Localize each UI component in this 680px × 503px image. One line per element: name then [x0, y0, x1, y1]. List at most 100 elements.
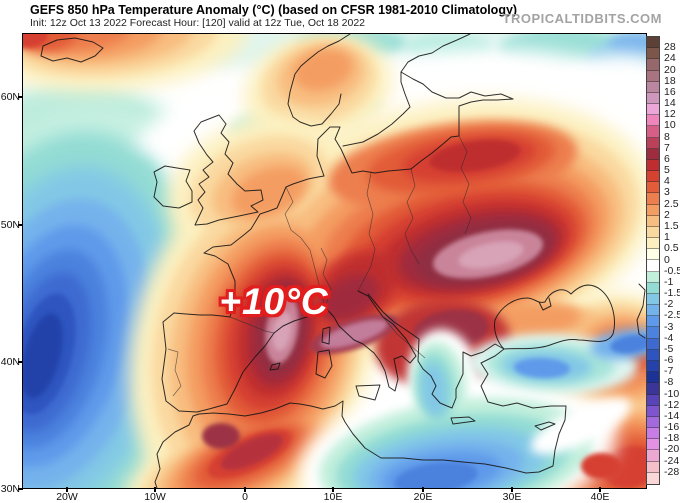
colorbar-label: -7: [664, 365, 674, 378]
colorbar-cell: [647, 428, 659, 440]
lon-tick-label: 20E: [413, 491, 433, 503]
temperature-anomaly-shading: [23, 34, 646, 488]
colorbar-label: -4: [664, 331, 674, 344]
colorbar-label: -5: [664, 342, 674, 355]
map-canvas: [22, 33, 647, 489]
colorbar-label: -0.5: [664, 264, 680, 277]
lon-tick-label: 10E: [323, 491, 343, 503]
colorbar-label: 18: [664, 74, 676, 87]
colorbar-cell: [647, 383, 659, 395]
colorbar-label: -20: [664, 443, 680, 456]
lon-tick: [154, 487, 156, 492]
colorbar-cell: [647, 360, 659, 373]
colorbar-label: 24: [664, 52, 676, 65]
colorbar-label: 20: [664, 63, 676, 76]
lon-tick: [511, 487, 513, 492]
colorbar-label: -8: [664, 376, 674, 389]
colorbar-cell: [647, 327, 659, 339]
colorbar-cell: [647, 171, 659, 183]
colorbar-label: -1.5: [664, 287, 680, 300]
map-title: GEFS 850 hPa Temperature Anomaly (°C) (b…: [30, 3, 518, 17]
lat-tick-label: 50N: [0, 219, 20, 231]
colorbar-cell: [647, 394, 659, 406]
lon-tick-label: 0: [242, 491, 248, 503]
site-watermark: TROPICALTIDBITS.COM: [502, 11, 662, 26]
colorbar-cell: [647, 405, 659, 417]
lon-tick: [244, 487, 246, 492]
colorbar-cell: [647, 293, 659, 306]
lon-tick-label: 30E: [502, 491, 522, 503]
colorbar-label: -3: [664, 320, 674, 333]
colorbar-cell: [647, 59, 659, 71]
colorbar-cell: [647, 316, 659, 328]
colorbar-label: -2: [664, 298, 674, 311]
lat-tick: [18, 224, 23, 226]
colorbar-cell: [647, 37, 659, 49]
colorbar-label: -10: [664, 387, 680, 400]
colorbar-cell: [647, 282, 659, 294]
colorbar-cell: [647, 349, 659, 361]
anomaly-field-map: [23, 34, 646, 488]
colorbar-cell: [647, 372, 659, 384]
colorbar-cell: [647, 226, 659, 239]
colorbar-label: 0: [664, 253, 670, 266]
colorbar-label: 10: [664, 119, 676, 132]
colorbar-label: 12: [664, 108, 676, 121]
lat-tick-label: 60N: [0, 91, 20, 103]
lat-tick: [18, 96, 23, 98]
colorbar-label: 14: [664, 97, 676, 110]
colorbar-cell: [647, 215, 659, 227]
colorbar-cell: [647, 305, 659, 317]
colorbar-cell: [647, 271, 659, 283]
lon-tick-label: 40E: [590, 491, 610, 503]
lon-tick: [422, 487, 424, 492]
colorbar-label: -16: [664, 421, 680, 434]
colorbar-label: 3: [664, 186, 670, 199]
colorbar-label: 2: [664, 208, 670, 221]
colorbar-label: -28: [664, 465, 680, 478]
colorbar-label: 8: [664, 130, 670, 143]
colorbar-label: 1: [664, 231, 670, 244]
colorbar-label: 5: [664, 164, 670, 177]
colorbar-cell: [647, 450, 659, 462]
colorbar-label: 2.5: [664, 197, 679, 210]
colorbar-label: -24: [664, 454, 680, 467]
map-subtitle: Init: 12z Oct 13 2022 Forecast Hour: [12…: [30, 17, 366, 29]
lat-tick-label: 40N: [0, 356, 20, 368]
colorbar-cell: [647, 81, 659, 93]
colorbar-cell: [647, 238, 659, 250]
colorbar-cell: [647, 338, 659, 350]
lat-tick-label: 30N: [0, 483, 20, 495]
colorbar-label: -2.5: [664, 309, 680, 322]
lon-tick: [332, 487, 334, 492]
colorbar-label: -6: [664, 354, 674, 367]
colorbar-cell: [647, 70, 659, 82]
colorbar-cell: [647, 104, 659, 116]
colorbar-cell: [647, 137, 659, 149]
lon-tick: [66, 487, 68, 492]
colorbar-label: 4: [664, 175, 670, 188]
colorbar-cell: [647, 92, 659, 105]
colorbar-cell: [647, 182, 659, 194]
colorbar-label: -18: [664, 432, 680, 445]
colorbar-cell: [647, 48, 659, 60]
colorbar-label: 7: [664, 141, 670, 154]
colorbar: [646, 36, 660, 485]
colorbar-cell: [647, 126, 659, 138]
colorbar-label: -1: [664, 275, 674, 288]
colorbar-cell: [647, 159, 659, 172]
country-borders: [167, 135, 472, 397]
colorbar-cell: [647, 439, 659, 451]
colorbar-label: 28: [664, 41, 676, 54]
colorbar-cell: [647, 260, 659, 272]
colorbar-label: 0.5: [664, 242, 679, 255]
colorbar-label: 1.5: [664, 219, 679, 232]
colorbar-cell: [647, 115, 659, 127]
lat-tick: [18, 361, 23, 363]
colorbar-label: 16: [664, 85, 676, 98]
colorbar-label: -14: [664, 409, 680, 422]
colorbar-cell: [647, 204, 659, 216]
plus-10c-annotation: +10°C: [219, 281, 329, 322]
colorbar-cell: [647, 148, 659, 160]
